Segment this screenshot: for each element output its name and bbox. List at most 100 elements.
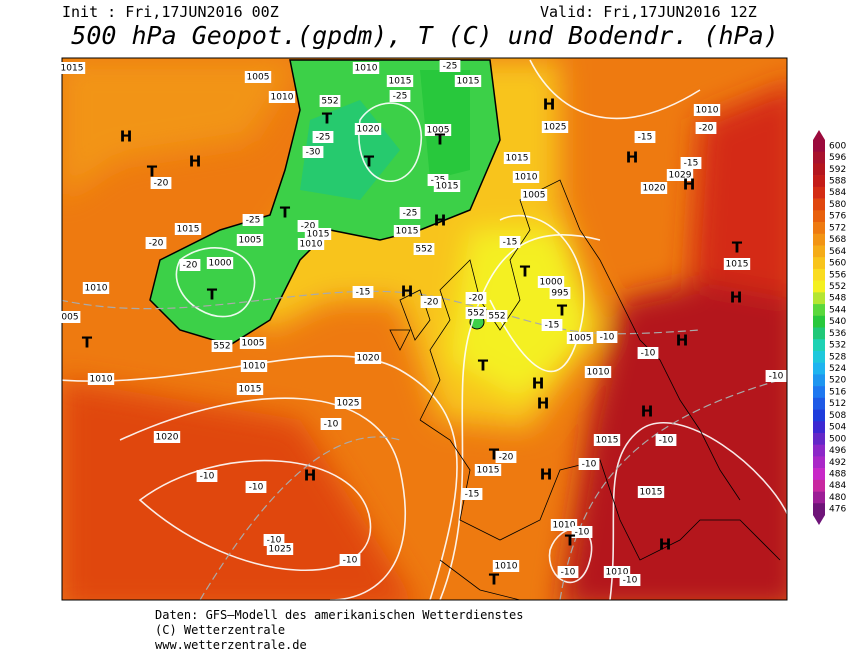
label-box xyxy=(393,225,421,237)
scale-swatch xyxy=(813,503,825,516)
label-box xyxy=(354,352,382,364)
map-label: 1025 xyxy=(337,399,360,409)
label-box xyxy=(153,431,181,443)
map-label: 1010 xyxy=(300,240,323,250)
label-box xyxy=(302,146,324,158)
pressure-center: T xyxy=(82,334,93,352)
url: www.wetterzentrale.de xyxy=(155,638,307,652)
map-label: -15 xyxy=(684,159,699,169)
map-title: 500 hPa Geopot.(gpdm), T (C) und Bodendr… xyxy=(71,21,778,50)
map-label: -25 xyxy=(246,216,261,226)
scale-swatch xyxy=(813,233,825,246)
map-label: 1010 xyxy=(85,284,108,294)
label-box xyxy=(179,259,201,271)
pressure-center: T xyxy=(489,446,500,464)
scale-label: 524 xyxy=(829,364,846,374)
scale-swatch xyxy=(813,245,825,258)
label-box xyxy=(319,95,341,107)
scale-swatch xyxy=(813,421,825,434)
scale-swatch xyxy=(813,257,825,270)
label-box xyxy=(634,131,656,143)
map-label: -10 xyxy=(561,568,576,578)
map-label: 1015 xyxy=(640,488,663,498)
map-label: 1020 xyxy=(156,433,179,443)
init-time: Init : Fri,17JUN2016 00Z xyxy=(62,3,279,21)
label-box xyxy=(58,62,86,74)
map-label: -15 xyxy=(465,490,480,500)
map-label: 552 xyxy=(415,245,432,255)
map-label: 1000 xyxy=(209,259,232,269)
map-label: 1010 xyxy=(495,562,518,572)
label-box xyxy=(640,182,668,194)
map-label: -20 xyxy=(424,298,439,308)
label-box xyxy=(495,451,517,463)
pressure-center: T xyxy=(478,357,489,375)
pressure-center: T xyxy=(322,110,333,128)
map-label: -10 xyxy=(575,528,590,538)
pressure-center: T xyxy=(435,131,446,149)
map-label: 1010 xyxy=(553,521,576,531)
label-box xyxy=(693,104,721,116)
map-label: 1025 xyxy=(544,123,567,133)
scale-swatch xyxy=(813,222,825,235)
scale-label: 556 xyxy=(829,270,846,280)
scale-swatch xyxy=(813,304,825,317)
scale-label: 552 xyxy=(829,282,846,292)
scale-swatch xyxy=(813,268,825,281)
map-label: 1020 xyxy=(357,354,380,364)
map-label: 1005 xyxy=(247,73,270,83)
scale-label: 540 xyxy=(829,317,846,327)
pressure-center: T xyxy=(364,153,375,171)
label-box xyxy=(320,418,342,430)
map-label: 1005 xyxy=(523,191,546,201)
map-label: -10 xyxy=(641,349,656,359)
map-label: 552 xyxy=(488,312,505,322)
map-label: -30 xyxy=(306,148,321,158)
scale-swatch xyxy=(813,280,825,293)
label-box xyxy=(499,236,521,248)
map-label: 1015 xyxy=(436,182,459,192)
label-box xyxy=(465,307,487,319)
copyright: (C) Wetterzentrale xyxy=(155,623,285,637)
scale-swatch xyxy=(813,315,825,328)
map-label: 1015 xyxy=(477,466,500,476)
scale-label: 480 xyxy=(829,493,846,503)
map-label: 1015 xyxy=(726,260,749,270)
pressure-center: T xyxy=(207,286,218,304)
scale-label: 588 xyxy=(829,177,846,187)
scale-swatch xyxy=(813,292,825,305)
label-box xyxy=(619,574,641,586)
scale-swatch xyxy=(813,491,825,504)
scale-swatch xyxy=(813,456,825,469)
pressure-center: H xyxy=(641,403,654,421)
source-note: Daten: GFS–Modell des amerikanischen Wet… xyxy=(155,608,523,622)
label-box xyxy=(596,331,618,343)
label-box xyxy=(87,373,115,385)
map-label: 1015 xyxy=(506,154,529,164)
pressure-center: T xyxy=(489,571,500,589)
label-box xyxy=(82,282,110,294)
scale-swatch xyxy=(813,339,825,352)
label-box xyxy=(637,486,665,498)
label-box xyxy=(537,276,565,288)
map-label: -10 xyxy=(200,472,215,482)
scale-label: 492 xyxy=(829,458,846,468)
scale-label: 496 xyxy=(829,446,846,456)
map-label: 1015 xyxy=(457,77,480,87)
scale-label: 536 xyxy=(829,329,846,339)
map-label: 1010 xyxy=(90,375,113,385)
map-label: -15 xyxy=(503,238,518,248)
scale-cap-bottom xyxy=(813,515,825,525)
map-label: -10 xyxy=(343,556,358,566)
map-label: 1015 xyxy=(596,436,619,446)
scale-label: 528 xyxy=(829,352,846,362)
label-box xyxy=(723,258,751,270)
pressure-center: H xyxy=(626,149,639,167)
label-box xyxy=(339,554,361,566)
map-label: 1005 xyxy=(427,126,450,136)
pressure-center: H xyxy=(189,153,202,171)
scale-swatch xyxy=(813,198,825,211)
pressure-center: H xyxy=(401,283,414,301)
label-box xyxy=(420,296,442,308)
